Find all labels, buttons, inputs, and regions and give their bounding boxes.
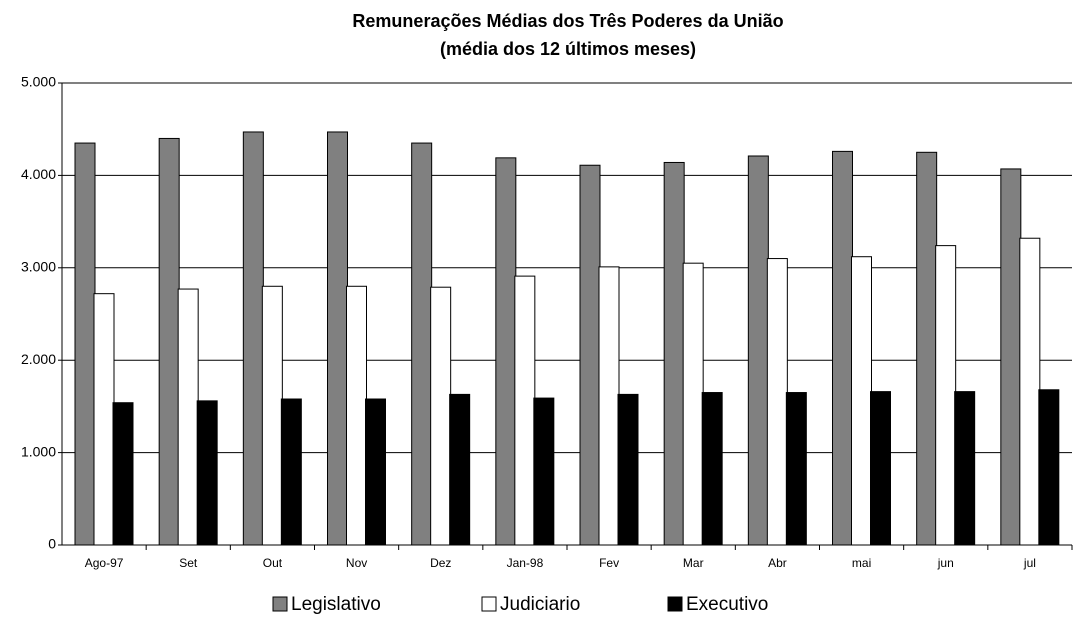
bar (74, 142, 96, 546)
bar (1019, 237, 1041, 546)
y-tick-label: 4.000 (21, 166, 56, 182)
bar (327, 131, 348, 546)
bar (916, 151, 938, 546)
bar (851, 256, 872, 546)
legend-swatch (481, 596, 497, 612)
bar (365, 398, 386, 546)
bar (430, 286, 452, 546)
bar (196, 400, 218, 546)
bar (1038, 389, 1060, 546)
x-tick-label: Set (179, 556, 198, 570)
x-tick-label: mai (852, 556, 871, 570)
bar (954, 391, 976, 546)
x-tick-label: Fev (599, 556, 619, 570)
legend-label: Judiciario (500, 594, 580, 615)
bar (242, 131, 264, 546)
bar (870, 391, 891, 546)
bar (747, 155, 769, 546)
bar (617, 393, 639, 546)
bar (785, 392, 807, 546)
legend-label: Executivo (686, 594, 768, 615)
x-tick-label: Ago-97 (85, 556, 124, 570)
y-tick-label: 2.000 (21, 351, 56, 367)
x-tick-label: Out (263, 556, 283, 570)
y-tick-label: 1.000 (21, 443, 56, 459)
legend-swatch (272, 596, 288, 612)
bar (495, 157, 517, 546)
chart-subtitle: (média dos 12 últimos meses) (440, 39, 696, 59)
x-tick-label: Nov (346, 556, 367, 570)
y-tick-label: 5.000 (21, 74, 56, 90)
y-tick-label: 0 (48, 536, 56, 552)
bar (177, 288, 199, 546)
x-tick-label: Dez (430, 556, 451, 570)
bar (533, 397, 555, 546)
bar (579, 164, 601, 546)
bar (346, 285, 367, 546)
x-tick-label: jul (1023, 556, 1036, 570)
chart-title: Remunerações Médias dos Três Poderes da … (352, 11, 783, 31)
bar (682, 262, 704, 546)
bar (701, 392, 723, 546)
legend-swatch (667, 596, 683, 612)
bar (112, 402, 134, 546)
bar (766, 258, 788, 546)
bar (261, 285, 283, 546)
x-tick-label: Abr (768, 556, 787, 570)
bar (280, 398, 302, 546)
bar (832, 150, 853, 546)
bar (514, 275, 536, 546)
bar (411, 142, 433, 546)
bar (663, 161, 685, 546)
bar (93, 293, 115, 546)
bar (598, 266, 620, 546)
bar (935, 245, 957, 546)
x-tick-label: Mar (683, 556, 704, 570)
bar (158, 137, 180, 546)
x-tick-label: Jan-98 (507, 556, 544, 570)
y-tick-label: 3.000 (21, 259, 56, 275)
bar (1000, 168, 1022, 546)
legend-label: Legislativo (291, 594, 381, 615)
x-tick-label: jun (937, 556, 954, 570)
bar (449, 393, 471, 546)
